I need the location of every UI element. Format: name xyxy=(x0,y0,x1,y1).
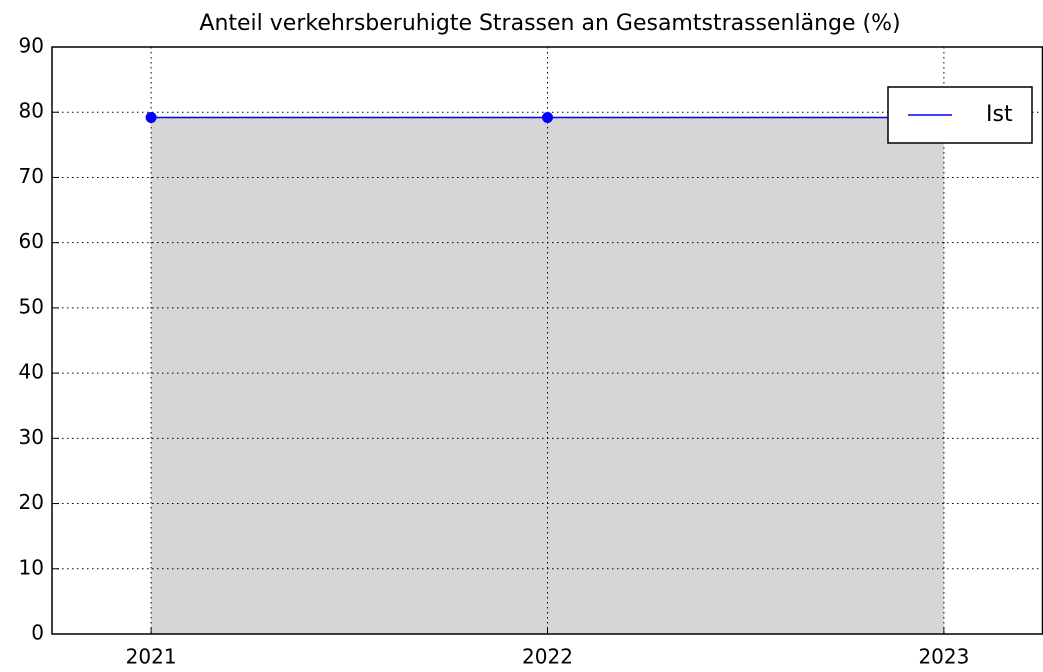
chart-title: Anteil verkehrsberuhigte Strassen an Ges… xyxy=(199,11,900,36)
x-tick-label: 2022 xyxy=(522,645,573,669)
x-tick-label: 2021 xyxy=(126,645,177,669)
y-tick-label: 20 xyxy=(19,490,44,514)
legend-label: Ist xyxy=(986,102,1013,127)
y-tick-label: 0 xyxy=(31,621,44,645)
y-tick-label: 30 xyxy=(19,425,44,449)
y-tick-label: 70 xyxy=(19,164,44,188)
y-tick-label: 90 xyxy=(19,34,44,58)
data-point xyxy=(145,111,157,123)
y-tick-label: 40 xyxy=(19,360,44,384)
area-fill xyxy=(151,117,944,634)
y-tick-label: 80 xyxy=(19,99,44,123)
x-tick-label: 2023 xyxy=(918,645,969,669)
y-tick-label: 50 xyxy=(19,294,44,318)
y-tick-label: 10 xyxy=(19,555,44,579)
y-tick-label: 60 xyxy=(19,229,44,253)
data-point xyxy=(542,111,553,123)
